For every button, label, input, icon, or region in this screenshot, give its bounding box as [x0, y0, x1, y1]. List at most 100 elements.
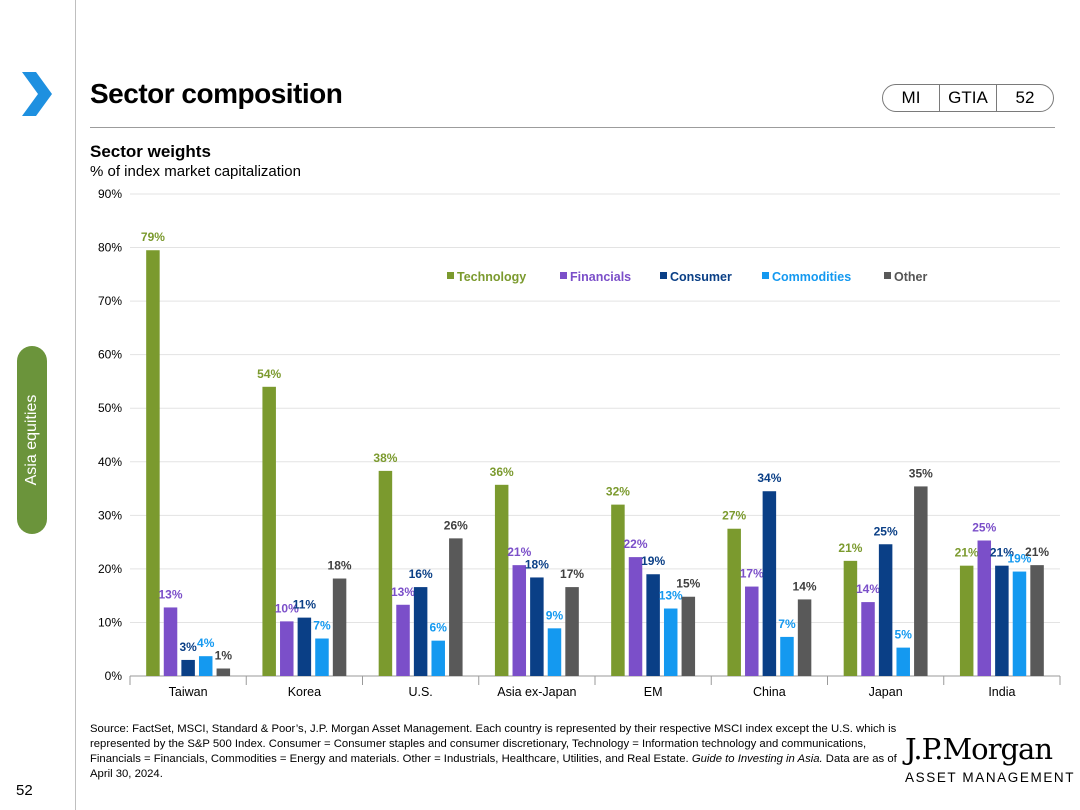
bar-consumer — [297, 617, 312, 676]
bar-consumer — [878, 544, 893, 676]
bar-consumer — [762, 491, 777, 676]
y-tick-label: 80% — [98, 241, 122, 255]
y-tick-label: 90% — [98, 187, 122, 201]
bar-financials — [163, 607, 178, 676]
bar-other — [332, 578, 347, 676]
x-tick-label: Taiwan — [169, 685, 208, 699]
section-tab-label: Asia equities — [23, 394, 40, 486]
data-label: 21% — [507, 545, 531, 559]
data-label: 11% — [293, 598, 317, 612]
x-tick-label: China — [753, 685, 786, 699]
brand-name: J.P.Morgan — [905, 732, 1053, 766]
pill-mi[interactable]: MI — [901, 88, 921, 107]
bar-financials — [396, 604, 410, 676]
data-label: 1% — [215, 649, 233, 663]
bar-other — [565, 587, 579, 676]
bar-commodities — [431, 640, 445, 676]
data-label: 5% — [895, 628, 913, 642]
bar-consumer — [646, 574, 660, 676]
bar-technology — [843, 560, 858, 676]
bar-other — [797, 599, 812, 676]
x-tick-label: India — [988, 685, 1015, 699]
bar-financials — [861, 602, 875, 676]
bar-consumer — [413, 587, 428, 676]
bar-technology — [378, 470, 393, 676]
footnote-date: Data are as of April 30, 2024. — [90, 753, 897, 780]
data-label: 17% — [560, 567, 584, 581]
data-label: 38% — [373, 451, 397, 465]
data-label: 10% — [275, 601, 299, 615]
data-label: 34% — [757, 471, 781, 485]
pill-divider — [939, 84, 940, 112]
sector-weights-chart: 0% 10% 20% 30% 40% 50% 60% 70% 80% 90% Taiwan Korea… — [98, 187, 1061, 699]
data-label: 54% — [257, 367, 281, 381]
bar-commodities — [1012, 571, 1027, 676]
legend-swatch — [447, 272, 454, 279]
bar-commodities — [198, 656, 213, 676]
bar-technology — [727, 528, 741, 676]
title-divider — [90, 127, 1055, 128]
page-title: Sector composition — [90, 78, 343, 109]
y-tick-label: 40% — [98, 455, 122, 469]
y-tick-label: 0% — [105, 669, 123, 683]
x-tick-label: Asia ex-Japan — [497, 685, 576, 699]
y-tick-label: 20% — [98, 562, 122, 576]
chevron-right-icon — [22, 72, 52, 116]
data-label: 19% — [1007, 552, 1031, 566]
bar-other — [681, 596, 696, 676]
x-tick-label: Korea — [288, 685, 321, 699]
brand-subtitle: ASSET MANAGEMENT — [905, 770, 1076, 785]
bar-financials — [512, 565, 527, 676]
section-tab[interactable]: Asia equities — [17, 346, 47, 534]
pill-divider — [996, 84, 997, 112]
bar-financials — [280, 621, 294, 676]
bar-financials — [745, 586, 759, 676]
bar-technology — [494, 484, 509, 676]
data-label: 35% — [909, 466, 933, 480]
chart-subtitle: % of index market capitalization — [90, 163, 301, 180]
bar-technology — [959, 565, 974, 676]
bar-other — [1030, 565, 1044, 676]
x-tick-label: Japan — [869, 685, 903, 699]
bar-other — [449, 538, 463, 676]
data-label: 7% — [313, 619, 331, 633]
bar-technology — [611, 504, 625, 676]
data-label: 26% — [444, 518, 468, 532]
bar-consumer — [181, 659, 195, 676]
bar-commodities — [780, 636, 794, 676]
legend-label: Technology — [457, 270, 526, 284]
legend-label: Other — [894, 270, 927, 284]
data-label: 6% — [430, 621, 448, 635]
data-label: 36% — [490, 465, 514, 479]
bar-financials — [977, 540, 992, 676]
bar-commodities — [547, 628, 562, 676]
source-footnote: Source: FactSet, MSCI, Standard & Poor’s… — [90, 722, 900, 782]
data-label: 27% — [722, 509, 746, 523]
chart-title: Sector weights — [90, 142, 211, 161]
x-tick-label: U.S. — [408, 685, 432, 699]
bar-other — [914, 486, 928, 676]
y-tick-label: 70% — [98, 294, 122, 308]
data-label: 18% — [525, 557, 549, 571]
data-label: 13% — [659, 589, 683, 603]
data-label: 21% — [838, 541, 862, 555]
data-label: 21% — [955, 546, 979, 560]
data-label: 16% — [409, 567, 433, 581]
data-label: 17% — [740, 567, 764, 581]
brand-logo: J.P.Morgan ASSET MANAGEMENT — [905, 732, 1075, 785]
bar-technology — [146, 250, 160, 676]
x-tick-label: EM — [644, 685, 663, 699]
data-label: 14% — [856, 582, 880, 596]
bar-financials — [628, 557, 643, 676]
legend-swatch — [560, 272, 567, 279]
pill-gtia[interactable]: GTIA — [948, 88, 988, 107]
data-label: 15% — [676, 577, 700, 591]
section-pill: MI GTIA 52 — [882, 84, 1054, 112]
data-label: 13% — [159, 587, 183, 601]
y-tick-label: 60% — [98, 348, 122, 362]
footnote-text: Source: FactSet, MSCI, Standard & Poor’s… — [90, 723, 897, 765]
left-divider — [75, 0, 76, 810]
data-label: 25% — [972, 521, 996, 535]
y-tick-label: 50% — [98, 401, 122, 415]
page-number: 52 — [16, 782, 33, 799]
